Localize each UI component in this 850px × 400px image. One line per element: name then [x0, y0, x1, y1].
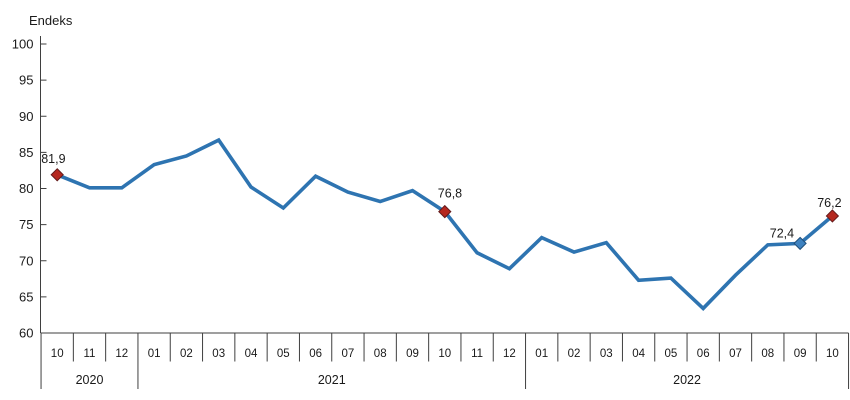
month-tick-label: 10	[438, 348, 451, 360]
data-marker-diamond	[793, 236, 807, 251]
y-axis-title: Endeks	[29, 13, 73, 28]
year-label: 2022	[673, 373, 701, 387]
month-tick-label: 03	[600, 348, 613, 360]
y-tick-label: 85	[19, 145, 33, 160]
month-tick-label: 07	[729, 348, 742, 360]
month-tick-label: 06	[309, 348, 322, 360]
month-tick-label: 02	[180, 348, 193, 360]
y-tick-label: 100	[12, 37, 34, 52]
data-point-label: 72,4	[770, 226, 794, 240]
month-tick-label: 12	[115, 348, 128, 360]
month-tick-label: 02	[568, 348, 581, 360]
y-tick-label: 80	[19, 181, 33, 196]
y-tick-label: 60	[19, 326, 33, 341]
month-tick-label: 11	[84, 348, 96, 360]
month-tick-label: 05	[665, 348, 678, 360]
y-tick-label: 70	[19, 253, 33, 268]
data-marker-diamond	[438, 204, 452, 219]
month-tick-label: 04	[245, 348, 258, 360]
y-tick-label: 65	[19, 289, 33, 304]
y-tick-label: 75	[19, 217, 33, 232]
month-tick-label: 10	[51, 348, 64, 360]
year-label: 2021	[318, 373, 346, 387]
month-tick-label: 06	[697, 348, 710, 360]
year-label: 2020	[76, 373, 104, 387]
month-tick-label: 01	[535, 348, 548, 360]
y-tick-label: 95	[19, 73, 33, 88]
month-tick-label: 11	[471, 348, 483, 360]
data-point-label: 81,9	[41, 152, 65, 166]
data-marker-diamond	[50, 168, 64, 182]
month-tick-label: 04	[632, 348, 645, 360]
y-tick-label: 90	[19, 109, 33, 124]
month-tick-label: 07	[342, 348, 355, 360]
month-tick-label: 03	[212, 348, 225, 360]
month-tick-label: 09	[794, 348, 807, 360]
month-tick-label: 01	[148, 348, 161, 360]
index-line-series	[55, 137, 835, 311]
data-point-label: 76,2	[817, 196, 841, 210]
month-tick-label: 12	[503, 348, 516, 360]
month-tick-label: 08	[374, 348, 387, 360]
data-point-label: 76,8	[438, 187, 462, 201]
month-tick-label: 05	[277, 348, 290, 360]
month-tick-label: 10	[826, 348, 839, 360]
data-marker-diamond	[825, 209, 840, 223]
month-tick-label: 08	[761, 348, 774, 360]
month-tick-label: 09	[406, 348, 419, 360]
